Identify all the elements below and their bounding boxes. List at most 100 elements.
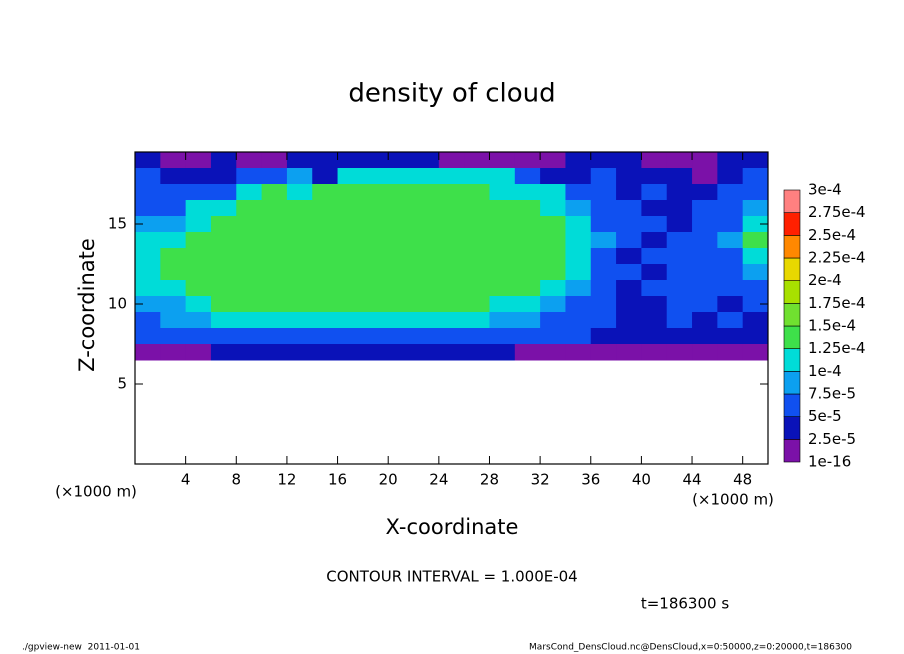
heat-cell xyxy=(312,296,339,313)
heat-cell xyxy=(464,344,490,361)
heat-cell xyxy=(337,280,364,297)
colorbar-box xyxy=(783,189,801,213)
heat-cell xyxy=(641,248,668,265)
heat-cell xyxy=(641,296,668,313)
heat-cell xyxy=(388,280,415,297)
colorbar-box xyxy=(783,212,801,236)
heat-cell xyxy=(590,152,617,169)
colorbar-box xyxy=(783,439,801,463)
heat-cell xyxy=(692,248,718,265)
colorbar-label: 5e-5 xyxy=(808,407,842,425)
heat-cell xyxy=(362,280,389,297)
heat-cell xyxy=(742,344,769,361)
heat-cell xyxy=(261,280,288,297)
heat-cell xyxy=(413,232,440,249)
heat-cell xyxy=(692,216,718,233)
heat-cell xyxy=(185,168,212,185)
heat-cell xyxy=(464,168,490,185)
heat-cell xyxy=(666,296,693,313)
heat-cell xyxy=(742,296,769,313)
heat-cell xyxy=(565,248,592,265)
colorbar-label: 1e-4 xyxy=(808,362,842,380)
heat-cell xyxy=(641,328,668,345)
colorbar-label: 3e-4 xyxy=(808,181,842,199)
heat-cell xyxy=(312,200,339,217)
heat-cell xyxy=(565,280,592,297)
heat-cell xyxy=(717,280,744,297)
heat-cell xyxy=(616,264,642,281)
heat-cell xyxy=(641,232,668,249)
heat-cell xyxy=(160,152,187,169)
heat-cell xyxy=(261,328,288,345)
colorbar-label: 1.5e-4 xyxy=(808,317,856,335)
heat-cell xyxy=(286,280,313,297)
heat-cell xyxy=(666,168,693,185)
heat-cell xyxy=(135,296,161,313)
heat-cell xyxy=(489,248,516,265)
colorbar-box xyxy=(783,371,801,395)
colorbar-label: 1e-16 xyxy=(808,453,851,471)
heat-cell xyxy=(388,216,415,233)
heat-cell xyxy=(540,200,566,217)
heat-cell xyxy=(337,248,364,265)
heat-cell xyxy=(717,168,744,185)
footer-right: MarsCond_DensCloud.nc@DensCloud,x=0:5000… xyxy=(529,643,852,653)
heat-cell xyxy=(160,312,187,329)
heat-cell xyxy=(261,152,288,169)
x-tick-label: 44 xyxy=(682,471,701,489)
heat-cell xyxy=(261,168,288,185)
heat-cell xyxy=(438,168,465,185)
y-tick-label: 10 xyxy=(108,295,127,313)
heat-cell xyxy=(464,264,490,281)
heat-cell xyxy=(464,232,490,249)
time-note: t=186300 s xyxy=(641,595,729,613)
heat-cell xyxy=(236,168,263,185)
heat-cell xyxy=(489,200,516,217)
heat-cell xyxy=(464,312,490,329)
x-tick-label: 20 xyxy=(379,471,398,489)
heat-cell xyxy=(337,264,364,281)
heat-cell xyxy=(438,152,465,169)
heat-cell xyxy=(185,328,212,345)
heat-cell xyxy=(438,232,465,249)
heat-cell xyxy=(337,312,364,329)
heat-cell xyxy=(135,168,161,185)
colorbar-box xyxy=(783,325,801,349)
heat-cell xyxy=(742,168,769,185)
colorbar-box xyxy=(783,280,801,304)
heat-cell xyxy=(286,312,313,329)
heat-cell xyxy=(540,248,566,265)
heat-cell xyxy=(464,328,490,345)
heat-cell xyxy=(489,232,516,249)
heat-cell xyxy=(489,184,516,201)
heat-cell xyxy=(135,152,161,169)
heat-cell xyxy=(540,312,566,329)
heat-cell xyxy=(210,200,237,217)
heat-cell xyxy=(464,296,490,313)
heat-cell xyxy=(540,152,566,169)
heat-cell xyxy=(438,344,465,361)
heat-cell xyxy=(286,216,313,233)
heat-cell xyxy=(388,152,415,169)
heat-cell xyxy=(666,232,693,249)
heat-cell xyxy=(261,312,288,329)
heat-cell xyxy=(210,344,237,361)
colorbar-label: 1.25e-4 xyxy=(808,339,866,357)
colorbar-label: 2.75e-4 xyxy=(808,203,866,221)
heat-cell xyxy=(692,344,718,361)
heat-cell xyxy=(388,296,415,313)
heat-cell xyxy=(666,216,693,233)
heat-cell xyxy=(464,200,490,217)
heat-cell xyxy=(135,216,161,233)
heat-cell xyxy=(236,312,263,329)
contour-note: CONTOUR INTERVAL = 1.000E-04 xyxy=(326,568,577,586)
heat-cell xyxy=(388,312,415,329)
colorbar-box xyxy=(783,393,801,417)
heat-cell xyxy=(590,264,617,281)
heat-cell xyxy=(438,200,465,217)
heat-cell xyxy=(236,248,263,265)
footer-left: ./gpview-new 2011-01-01 xyxy=(22,643,140,653)
heat-cell xyxy=(514,216,541,233)
y-axis-label: Z-coordinate xyxy=(75,238,99,372)
heat-cell xyxy=(514,328,541,345)
